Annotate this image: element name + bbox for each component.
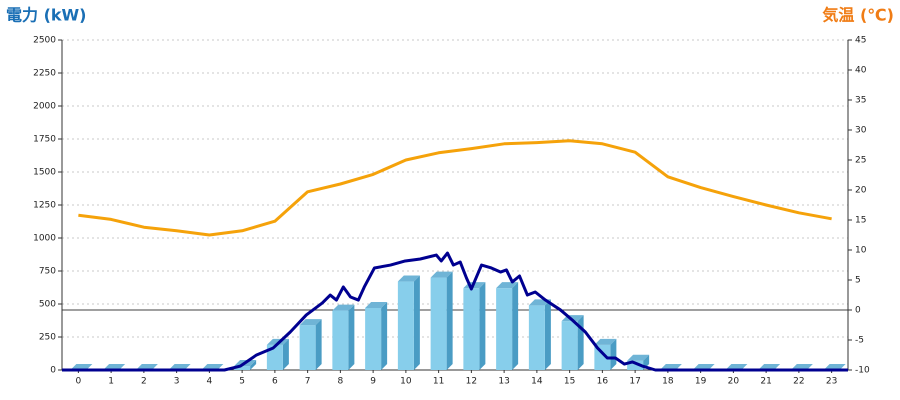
line xyxy=(78,139,832,237)
bar-top xyxy=(299,319,322,326)
x-tick-label: 4 xyxy=(207,377,213,387)
y2-tick-label: 0 xyxy=(855,306,861,316)
bar-side xyxy=(577,315,584,370)
x-tick-label: 21 xyxy=(760,377,771,387)
y2-tick-label: 35 xyxy=(855,96,866,106)
y2-tick-label: 40 xyxy=(855,66,867,76)
y2-axis-title: 気温 (℃) xyxy=(822,6,894,25)
line xyxy=(62,251,848,372)
y2-tick-label: 5 xyxy=(855,276,861,286)
x-tick-label: 15 xyxy=(564,377,575,387)
bar xyxy=(496,288,513,370)
y-tick-label: 2250 xyxy=(33,69,56,79)
y2-tick-label: 10 xyxy=(855,246,867,256)
bar xyxy=(299,325,316,370)
bar-side xyxy=(544,299,551,370)
x-tick-label: 8 xyxy=(338,377,344,387)
y-tick-label: 1250 xyxy=(33,201,56,211)
y2-tick-label: 45 xyxy=(855,36,866,46)
bar xyxy=(528,305,545,370)
bar-side xyxy=(512,282,519,370)
y-tick-label: 0 xyxy=(50,366,56,376)
x-tick-label: 16 xyxy=(597,377,609,387)
bar-side xyxy=(250,360,257,370)
y2-tick-label: 20 xyxy=(855,186,867,196)
x-tick-label: 11 xyxy=(433,377,444,387)
x-tick-label: 12 xyxy=(466,377,477,387)
x-tick-label: 19 xyxy=(695,377,707,387)
bar-side xyxy=(381,301,388,370)
x-tick-label: 2 xyxy=(141,377,147,387)
bar xyxy=(365,307,382,370)
bar-top xyxy=(627,354,650,361)
bar-top xyxy=(365,301,388,308)
bar-top xyxy=(332,304,355,311)
x-tick-label: 17 xyxy=(629,377,640,387)
y2-tick-label: 25 xyxy=(855,156,866,166)
x-tick-label: 6 xyxy=(272,377,278,387)
bar-side xyxy=(282,338,289,370)
y2-tick-label: 30 xyxy=(855,126,867,136)
x-tick-label: 18 xyxy=(662,377,674,387)
y-tick-label: 1750 xyxy=(33,135,56,145)
y-tick-label: 250 xyxy=(39,333,56,343)
y2-tick-label: 15 xyxy=(855,216,866,226)
bar-side xyxy=(446,271,453,370)
bar xyxy=(332,310,349,370)
bar-side xyxy=(315,319,322,370)
bar-side xyxy=(479,282,486,370)
x-tick-label: 13 xyxy=(498,377,509,387)
bar-side xyxy=(610,338,617,370)
x-tick-label: 3 xyxy=(174,377,180,387)
bar xyxy=(430,277,447,370)
bar xyxy=(397,281,414,370)
x-tick-label: 9 xyxy=(370,377,376,387)
bar xyxy=(594,344,611,370)
bar xyxy=(266,344,283,370)
bar-top xyxy=(594,338,617,345)
y2-tick-label: -5 xyxy=(855,336,864,346)
x-tick-label: 1 xyxy=(108,377,114,387)
y-tick-label: 750 xyxy=(39,267,56,277)
y-tick-label: 2500 xyxy=(33,36,56,46)
x-tick-label: 10 xyxy=(400,377,412,387)
y-axis-title: 電力 (kW) xyxy=(6,6,87,25)
x-tick-label: 20 xyxy=(728,377,740,387)
x-tick-label: 0 xyxy=(76,377,82,387)
y2-tick-label: -10 xyxy=(855,366,870,376)
bar xyxy=(234,366,251,370)
bar-top xyxy=(397,275,420,282)
bar xyxy=(463,288,480,370)
x-tick-label: 7 xyxy=(305,377,311,387)
x-tick-label: 23 xyxy=(826,377,837,387)
y-tick-label: 1000 xyxy=(33,234,56,244)
bar xyxy=(561,321,578,370)
x-tick-label: 22 xyxy=(793,377,804,387)
bar-side xyxy=(348,304,355,370)
x-tick-label: 5 xyxy=(239,377,245,387)
y-tick-label: 2000 xyxy=(33,102,56,112)
x-tick-label: 14 xyxy=(531,377,543,387)
bar xyxy=(627,360,644,370)
y-tick-label: 500 xyxy=(39,300,56,310)
y-tick-label: 1500 xyxy=(33,168,56,178)
bar-side xyxy=(413,275,420,370)
bar-top xyxy=(496,282,519,289)
bar-top xyxy=(430,271,453,278)
